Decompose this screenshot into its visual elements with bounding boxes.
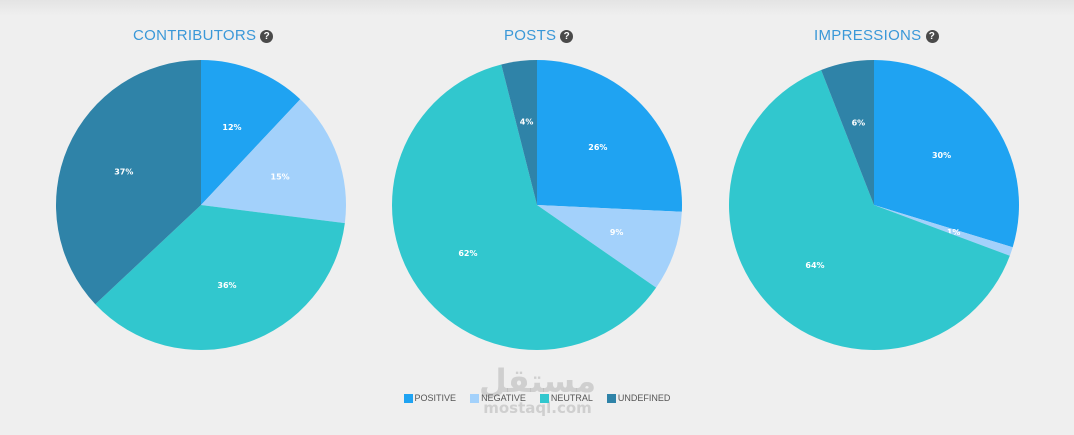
- slice-label-negative: 9%: [610, 228, 624, 237]
- pie-slice-neutral[interactable]: [95, 205, 345, 350]
- pie-slice-undefined[interactable]: [501, 60, 537, 205]
- pie-slice-negative[interactable]: [537, 205, 682, 288]
- pie-slice-neutral[interactable]: [391, 64, 657, 350]
- slice-label-undefined: 4%: [520, 118, 534, 127]
- slice-label-neutral: 64%: [805, 261, 824, 270]
- legend-swatch-negative: [470, 393, 480, 403]
- question-mark-icon[interactable]: ?: [560, 30, 574, 43]
- legend-label-positive: POSITIVE: [414, 393, 457, 403]
- legend: POSITIVE NEGATIVE NEUTRAL UNDEFINED: [0, 393, 1074, 403]
- pie-slice-negative[interactable]: [201, 99, 346, 224]
- question-mark-icon[interactable]: ?: [260, 30, 274, 43]
- slice-label-positive: 26%: [588, 143, 607, 152]
- legend-swatch-positive: [403, 393, 413, 403]
- chart-title-text: POSTS: [504, 26, 557, 44]
- pie-slice-undefined[interactable]: [821, 60, 874, 205]
- slice-label-positive: 12%: [222, 123, 241, 132]
- legend-item-negative[interactable]: NEGATIVE: [470, 393, 526, 403]
- slice-label-negative: 1%: [947, 228, 961, 237]
- pie-chart-contributors: 12% 15% 36% 37%: [56, 60, 346, 350]
- legend-label-neutral: NEUTRAL: [550, 393, 593, 403]
- pie-slice-positive[interactable]: [537, 60, 682, 212]
- pie-slice-negative[interactable]: [874, 205, 1013, 256]
- slice-label-undefined: 6%: [852, 118, 866, 127]
- pie-chart-posts: 26% 9% 62% 4%: [391, 60, 682, 350]
- pie-slice-neutral[interactable]: [729, 69, 1010, 350]
- pie-slice-positive[interactable]: [874, 60, 1019, 248]
- legend-item-positive[interactable]: POSITIVE: [403, 393, 457, 403]
- slice-label-negative: 15%: [271, 173, 290, 182]
- watermark: مستقل mostaql.com: [470, 362, 605, 416]
- legend-label-negative: NEGATIVE: [481, 393, 526, 403]
- chart-title-impressions: IMPRESSIONS ?: [814, 23, 939, 47]
- pie-chart-impressions: 30% 1% 64% 6%: [729, 60, 1019, 350]
- slice-label-neutral: 62%: [458, 249, 477, 258]
- legend-swatch-neutral: [539, 393, 549, 403]
- top-shadow: [0, 0, 1074, 16]
- pie-slice-undefined[interactable]: [56, 60, 202, 305]
- chart-title-text: CONTRIBUTORS: [133, 26, 257, 44]
- chart-title-posts: POSTS ?: [504, 23, 574, 47]
- legend-swatch-undefined: [606, 393, 616, 403]
- slice-label-neutral: 36%: [217, 281, 236, 290]
- slice-label-positive: 30%: [932, 151, 951, 160]
- pie-slice-positive[interactable]: [201, 60, 301, 205]
- question-mark-icon[interactable]: ?: [925, 30, 939, 43]
- chart-title-text: IMPRESSIONS: [814, 26, 922, 44]
- legend-label-undefined: UNDEFINED: [617, 393, 671, 403]
- legend-item-undefined[interactable]: UNDEFINED: [606, 393, 671, 403]
- chart-title-contributors: CONTRIBUTORS ?: [133, 23, 274, 47]
- slice-label-undefined: 37%: [114, 168, 133, 177]
- legend-item-neutral[interactable]: NEUTRAL: [539, 393, 593, 403]
